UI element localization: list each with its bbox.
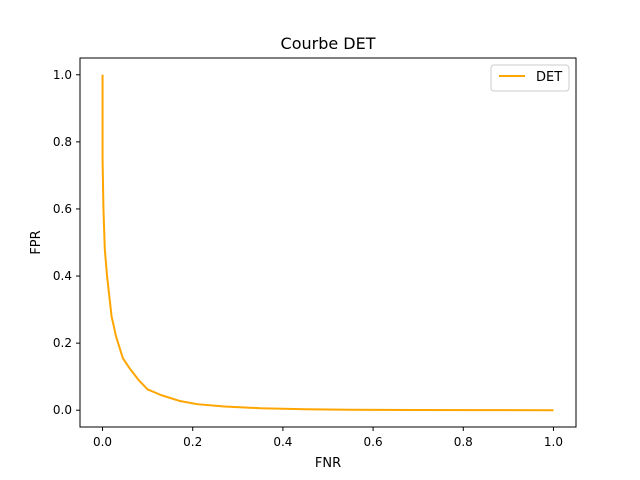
x-axis-ticks: 0.0 0.2 0.4 0.6 0.8 1.0 — [93, 427, 563, 449]
series-line-det — [101, 74, 554, 412]
y-tick-label: 0.0 — [53, 403, 72, 417]
x-tick-label: 0.2 — [183, 435, 202, 449]
y-tick-label: 0.8 — [53, 135, 72, 149]
x-axis-label: FNR — [315, 456, 341, 471]
x-tick-label: 0.4 — [273, 435, 292, 449]
x-tick-label: 0.8 — [454, 435, 473, 449]
y-tick-label: 0.4 — [53, 269, 72, 283]
x-tick-label: 0.6 — [364, 435, 383, 449]
y-tick-label: 1.0 — [53, 68, 72, 82]
legend-label-det: DET — [536, 70, 562, 85]
y-axis-label: FPR — [29, 230, 44, 254]
series-layer — [101, 74, 554, 412]
plot-frame — [79, 57, 577, 428]
legend: DET — [490, 64, 570, 92]
legend-box — [490, 64, 570, 92]
x-tick-label: 0.0 — [93, 435, 112, 449]
y-axis-ticks: 0.0 0.2 0.4 0.6 0.8 1.0 — [53, 68, 80, 417]
plot-area — [80, 58, 576, 427]
chart-title: Courbe DET — [281, 34, 376, 53]
y-tick-label: 0.6 — [53, 202, 72, 216]
y-tick-label: 0.2 — [53, 336, 72, 350]
x-tick-label: 1.0 — [544, 435, 563, 449]
